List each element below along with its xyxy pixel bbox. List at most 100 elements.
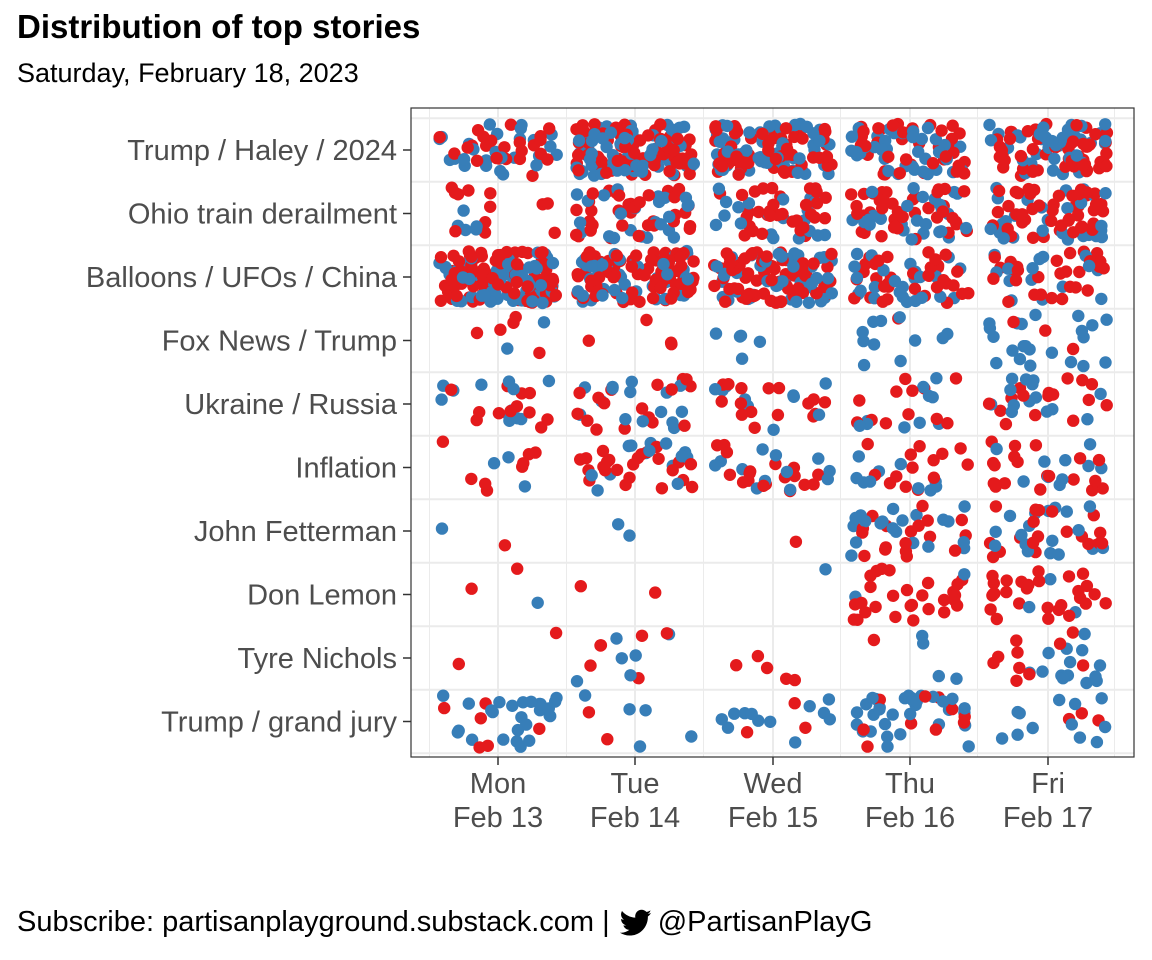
story-point — [1029, 408, 1042, 422]
story-point — [899, 153, 913, 166]
story-point — [718, 209, 731, 222]
story-point — [995, 144, 1009, 157]
story-point — [922, 602, 935, 616]
story-point — [649, 586, 662, 599]
story-point — [922, 201, 935, 215]
story-point — [624, 385, 637, 399]
story-point — [894, 728, 907, 741]
story-point — [953, 127, 966, 140]
story-point — [881, 730, 894, 743]
story-point — [898, 421, 911, 434]
story-point — [900, 583, 914, 597]
story-point — [904, 717, 918, 730]
story-point — [1038, 455, 1051, 468]
story-point — [858, 215, 871, 229]
story-point — [1046, 204, 1059, 217]
story-point — [886, 119, 900, 132]
story-point — [1067, 473, 1080, 486]
story-point — [946, 211, 959, 225]
story-point — [1063, 609, 1076, 622]
story-point — [1060, 505, 1074, 518]
story-point — [889, 610, 902, 624]
x-tick-label-date: Feb 15 — [728, 802, 818, 834]
story-point — [1009, 274, 1023, 287]
story-point — [740, 726, 754, 739]
x-tick-label-date: Feb 16 — [865, 802, 955, 834]
story-point — [866, 691, 879, 705]
story-point — [655, 134, 668, 148]
story-point — [906, 461, 919, 474]
story-point — [955, 287, 969, 300]
story-point — [585, 260, 598, 273]
story-point — [845, 549, 858, 562]
story-point — [510, 276, 523, 289]
story-point — [913, 440, 926, 453]
story-point — [772, 381, 786, 395]
story-point — [874, 517, 887, 530]
story-point — [989, 500, 1003, 513]
story-point — [735, 408, 749, 421]
story-point — [986, 550, 1000, 564]
story-point — [498, 539, 512, 552]
story-point — [904, 707, 917, 721]
story-point — [1004, 383, 1017, 397]
story-point — [646, 416, 659, 429]
story-point — [1098, 720, 1112, 734]
story-point — [936, 205, 950, 218]
story-point — [530, 262, 543, 275]
story-point — [475, 378, 488, 391]
story-point — [610, 632, 623, 645]
story-point — [886, 708, 899, 721]
story-point — [1029, 439, 1043, 452]
data-points — [433, 117, 1114, 754]
story-point — [811, 229, 824, 242]
story-point — [670, 156, 683, 169]
story-point — [1060, 525, 1074, 538]
story-point — [779, 122, 793, 135]
story-point — [1039, 324, 1052, 337]
story-point — [905, 233, 918, 246]
story-point — [961, 458, 974, 471]
story-point — [875, 230, 888, 243]
story-point — [629, 649, 642, 662]
story-point — [611, 164, 624, 177]
story-point — [491, 278, 505, 291]
story-point — [572, 164, 585, 177]
story-point — [922, 246, 935, 259]
story-point — [490, 151, 503, 165]
story-point — [1046, 164, 1060, 177]
story-point — [1042, 646, 1055, 660]
story-point — [660, 627, 674, 640]
story-point — [988, 459, 1001, 472]
story-point — [879, 417, 893, 430]
story-point — [821, 472, 834, 486]
story-point — [1014, 149, 1028, 163]
story-point — [708, 279, 721, 293]
x-tick-label-date: Feb 13 — [453, 802, 543, 834]
story-point — [936, 331, 949, 345]
story-point — [594, 639, 608, 652]
story-point — [542, 374, 556, 388]
story-point — [987, 588, 1000, 601]
story-point — [1100, 313, 1113, 326]
story-point — [917, 637, 930, 650]
story-point — [549, 289, 562, 302]
story-point — [1055, 292, 1069, 306]
story-point — [498, 141, 511, 154]
story-point — [588, 118, 601, 131]
story-point — [523, 386, 536, 400]
story-point — [1082, 259, 1096, 273]
story-point — [722, 378, 735, 391]
story-point — [585, 274, 598, 287]
story-point — [709, 383, 722, 396]
story-point — [541, 153, 554, 166]
story-point — [531, 596, 544, 609]
story-point — [990, 612, 1003, 626]
story-point — [585, 469, 598, 482]
story-point — [812, 408, 826, 421]
story-point — [471, 124, 485, 137]
story-point — [629, 249, 643, 262]
story-point — [675, 259, 688, 273]
story-point — [644, 148, 657, 162]
story-point — [470, 154, 484, 167]
